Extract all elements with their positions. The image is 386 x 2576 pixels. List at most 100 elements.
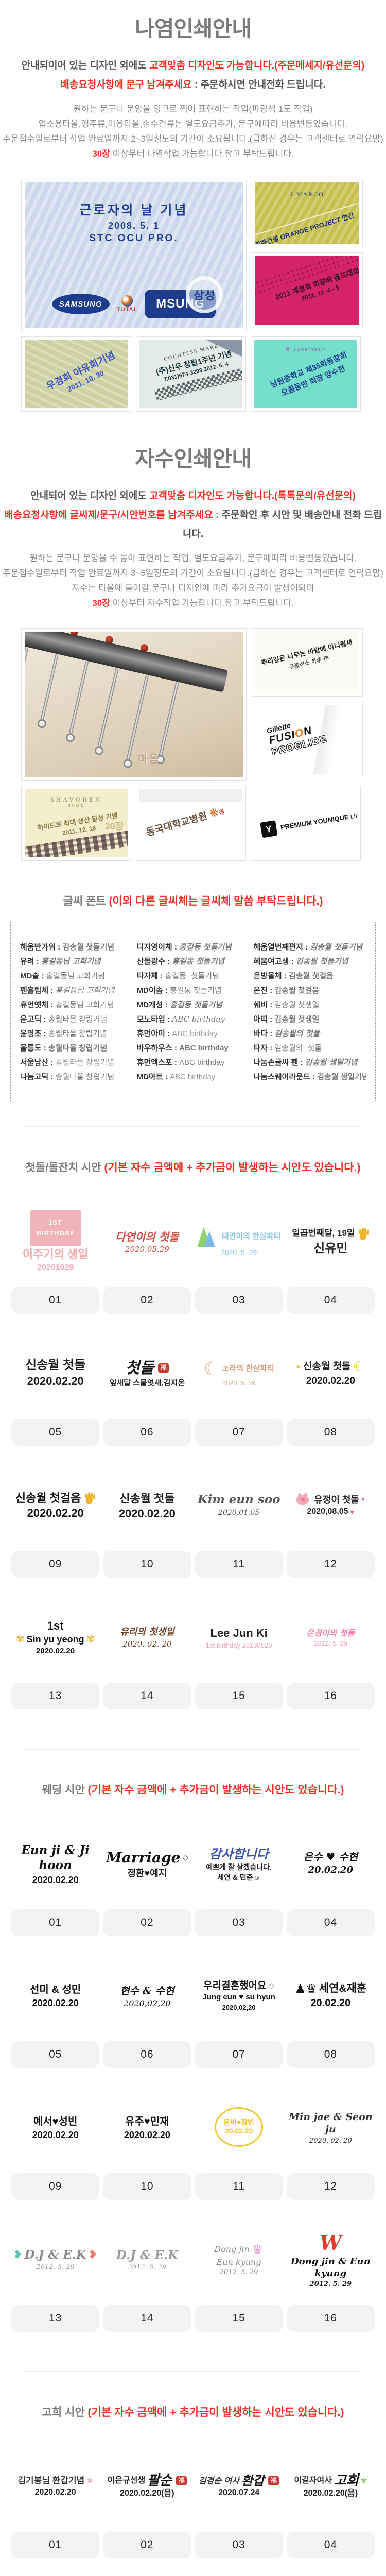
bok-seal-icon: 福: [176, 2476, 187, 2486]
blossom-branch-icon: ❀: [86, 2476, 93, 2485]
design-content: 1st ✾ Sin yu yeong ✾ 2020.02.20: [16, 1619, 95, 1656]
design-number-pill: 08: [286, 2041, 375, 2068]
design-line: 유리의 첫생일: [120, 1626, 174, 1638]
design-text: 2020. 5. 29: [222, 1379, 256, 1387]
needle-icon: [25, 647, 29, 707]
design-line: ☾ 소라의 한살파티: [203, 1358, 274, 1379]
font-row: 윤고딕 : 송월타올 창립기념: [20, 1013, 133, 1024]
font-sample: 홍길동님 고희기념: [46, 972, 106, 980]
design-text: 은경이의 첫돌: [306, 1628, 355, 1638]
section-divider: [25, 1749, 361, 1750]
design-line: Marriage ◇: [106, 1849, 188, 1867]
design-line: 2012. 5. 29: [314, 1639, 347, 1648]
design-line: 현수 & 수현: [120, 1985, 174, 1997]
design-line: 2020. 5. 29: [222, 1379, 256, 1387]
naeyeom-body1: 원하는 문구나 문양을 잉크로 찍어 표현하는 작업(파랑색 1도 작업): [73, 104, 313, 114]
separator: :: [298, 1058, 305, 1067]
font-sample: 홍길동님 고희기념: [41, 957, 101, 966]
separator: :: [48, 986, 56, 995]
thread-spool-icon: [69, 632, 79, 637]
font-row: 윤명조 : 송월타올 창립기념: [20, 1028, 133, 1039]
design-wedding-13: ❥ D.J & E.K ❥ 2012. 5. 29: [11, 2221, 99, 2299]
design-text: Eun kyung: [216, 2257, 261, 2267]
separator: :: [289, 957, 296, 966]
design-line: 1st: [47, 1619, 64, 1633]
design-firstbirthday-10: 신송월 첫돌 2020.02.20: [103, 1466, 191, 1545]
design-line: 일곱번째달, 19일: [292, 1227, 369, 1241]
samsung-logo: SAMSUNG: [51, 294, 110, 314]
font-name: 유려: [20, 957, 34, 966]
photo-frame: 마음: [21, 628, 247, 781]
towel-text: 근로자의 날 기념: [79, 203, 188, 217]
total-logo: TOTAL: [117, 295, 138, 313]
embroidery-sample-hospital: 동국대학교병원 ❋❋: [139, 789, 242, 857]
calligraphy-icon: 환갑: [241, 2473, 265, 2488]
font-column-3: 헤움열번째편지 : 김송월 첫돌기념 헤움여고생 : 김송월 첫돌기념 은방울체 :…: [253, 938, 366, 1086]
photo-frame: 동국대학교병원 ❋❋: [136, 786, 246, 861]
design-wedding-08: ♟♛ 세연&재훈 20.02.20: [287, 1957, 375, 2035]
separator: :: [165, 1015, 172, 1024]
design-line: 20201029: [37, 1263, 74, 1273]
gallery-note: (기본 자수 금액에 + 추가금이 발생하는 시안도 있습니다.): [87, 1784, 344, 1796]
font-sample: ABC birthday: [179, 1058, 225, 1067]
design-line: 2020.02.20: [32, 2129, 79, 2141]
design-wedding-03: 감사합니다 예쁘게 잘 살겠습니다. 세연 & 민준☺: [195, 1825, 283, 1903]
design-text: 2020.02.20(음): [120, 2489, 174, 2498]
font-row: 산돌광수 : 홍길동 첫돌기념: [137, 956, 250, 967]
design-wedding-02: Marriage ◇ 정환♥예지: [103, 1825, 191, 1903]
jasu-title: 자수인쇄안내: [135, 447, 252, 471]
photo-frame: Gillette FUSION PROGLIDE: [252, 702, 363, 777]
calligraphy-icon: 팔순: [147, 2473, 172, 2488]
design-wedding-15: Dong jin ♛ Eun kyung 2012. 5. 29: [195, 2221, 283, 2299]
bird-icon: ❥: [88, 2249, 98, 2261]
separator: :: [267, 1029, 275, 1038]
design-line: 2020,08,05 ♥: [307, 1506, 354, 1517]
print-sample-teal-towel: ❀ sweetheart 남원중학교 제35회동창회 오름동반 회장 양수헌: [254, 340, 357, 408]
print-sample-pink-towel: 2011 계영회 회장배 골프대회 2011. 11. 4 - 5: [255, 256, 359, 325]
design-line: 2020.05.29: [125, 1245, 169, 1255]
font-name: MD솔: [20, 972, 40, 980]
font-name: 아띠: [253, 1015, 268, 1024]
font-row: MD솔 : 홍길동님 고희기념: [20, 970, 133, 981]
font-sample: ABC birthday: [172, 1014, 225, 1024]
fonts-header-note: (이외 다른 글씨체는 글씨체 말씀 부탁드립니다.): [109, 895, 323, 907]
design-text: 2020.02.20: [27, 1506, 84, 1519]
design-line: 2020.02.20: [306, 1375, 355, 1387]
font-name: 바우하우스: [136, 1044, 172, 1053]
print-sample-mint-towel: COUNTESS MARE (주)신우 창립1주년 기념 T.031)674-3…: [139, 340, 242, 408]
design-number-pill: 01: [11, 2532, 100, 2558]
design-line: 2020.02.20: [32, 1997, 79, 2009]
design-wedding-16: W Dong jin & Eun kyung 2012. 5. 29: [287, 2221, 375, 2299]
separator: :: [48, 1001, 56, 1009]
thread-spool-icon: [139, 643, 149, 653]
design-line: 2020. 02. 20: [309, 2137, 352, 2145]
design-wedding-07: 우리결혼했어요 ◇ Jung eun ♥ su hyun 2020,02,20: [195, 1957, 283, 2035]
font-column-2: 디지영이체 : 홍길동 첫돌기념 산돌광수 : 홍길동 첫돌기념 타자체 : 홍길동…: [137, 938, 250, 1086]
design-content: 신송월 첫걸음 2020.02.20: [15, 1491, 96, 1520]
design-line: Eun ji & Ji hoon: [11, 1843, 99, 1873]
font-name: 펜흘림체: [20, 986, 49, 995]
decorative: 우경회 야유회기념 2011. 10. 30: [26, 340, 128, 408]
font-name: MD아트: [136, 1073, 163, 1081]
design-number-pill: 06: [103, 1419, 191, 1446]
heart-icon: ♥: [350, 1507, 355, 1516]
design-text: 2012. 5. 29: [36, 2263, 75, 2272]
design-content: ♟♛ 세연&재훈 20.02.20: [295, 1982, 366, 2009]
naeyeom-body2: 업소용타올,행주류,미용타올,손수건류는 별도요금추가, 문구에따라 비용변동있…: [38, 119, 348, 129]
diamond-icon: ◇: [182, 1853, 189, 1862]
design-firstbirthday-16: 은경이의 첫돌 2012. 5. 29: [287, 1598, 375, 1676]
moon-icon: ☾: [353, 1359, 366, 1375]
design-text: 20.02.20: [224, 2127, 253, 2135]
font-row: 휴먼엑스포 : ABC birthday: [137, 1057, 250, 1067]
decorative: 남원중학교 제35회동창회 오름동반 회장 양수헌: [254, 343, 357, 406]
design-text: D.J & E.K: [116, 2248, 179, 2262]
sam-emblem: 삼성: [186, 276, 223, 313]
design-line: Dong jin & Eun kyung: [287, 2256, 375, 2279]
design-line: 2020.07.24: [218, 2488, 259, 2498]
decorative: Y PREMIUM YOUNIQUE LIFESTYLE: [260, 804, 357, 838]
design-line: 정환♥예지: [127, 1868, 167, 1879]
font-row: MD개성 : 홍길동 첫돌기념: [137, 999, 250, 1010]
design-text: 첫돌: [125, 1359, 154, 1377]
moon-rabbit-icon: ☾: [203, 1358, 220, 1379]
body-text: 이상부터 자수작업 가능합니다.참고 부탁드립니다.: [110, 598, 294, 608]
